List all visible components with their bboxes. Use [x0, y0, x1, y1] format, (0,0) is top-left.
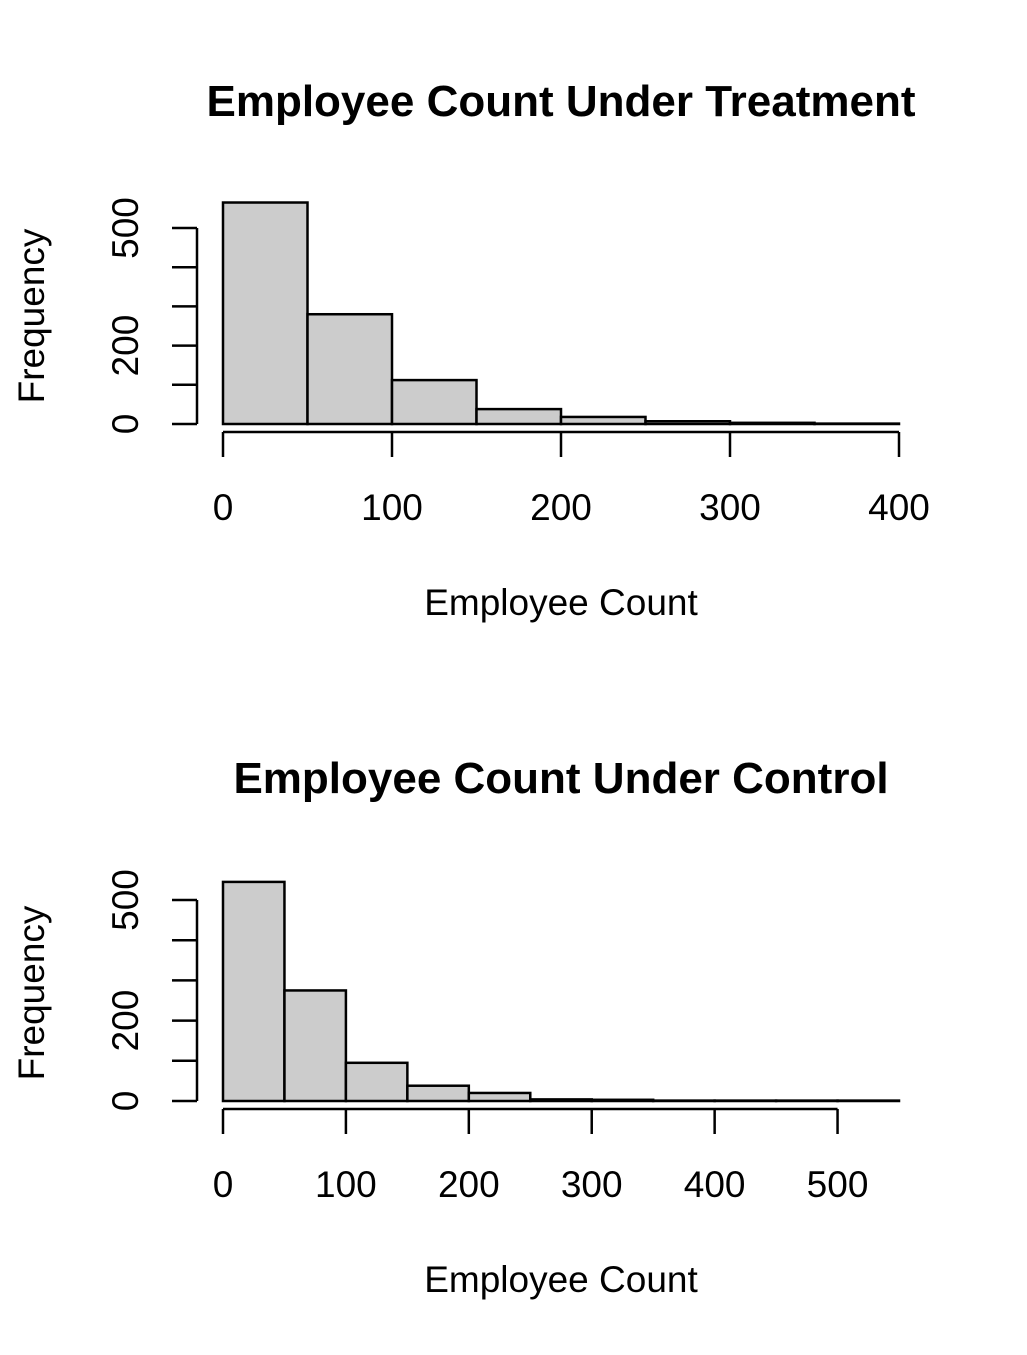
y-tick-label: 0 — [105, 1091, 146, 1112]
x-tick-label: 400 — [868, 487, 930, 528]
x-tick-label: 300 — [699, 487, 761, 528]
y-axis: 0 200 500 — [105, 869, 199, 1112]
x-tick-label: 400 — [684, 1164, 746, 1205]
bars — [221, 201, 901, 426]
chart-title: Employee Count Under Control — [233, 754, 888, 803]
histogram-bar — [306, 312, 394, 426]
histogram-bar — [406, 1084, 471, 1103]
histogram-bar — [559, 415, 647, 426]
x-axis: 0 100 200 300 400 — [213, 430, 930, 528]
x-tick-label: 100 — [315, 1164, 377, 1205]
y-axis-title: Frequency — [11, 228, 52, 403]
x-axis: 0 100 200 300 400 500 — [213, 1107, 869, 1205]
histogram-bar — [344, 1061, 409, 1103]
y-tick-label: 200 — [105, 315, 146, 377]
histogram-bar — [467, 1091, 532, 1103]
histogram-bar — [390, 378, 478, 426]
x-tick-label: 300 — [561, 1164, 623, 1205]
x-tick-label: 0 — [213, 1164, 234, 1205]
y-axis: 0 200 500 — [105, 197, 199, 435]
histogram-bar — [529, 1098, 593, 1103]
x-axis-title: Employee Count — [424, 582, 698, 623]
x-tick-label: 100 — [361, 487, 423, 528]
y-tick-label: 500 — [105, 197, 146, 259]
histogram-bar — [644, 420, 732, 426]
histogram-bar — [590, 1098, 655, 1103]
x-axis-title: Employee Count — [424, 1259, 698, 1300]
histogram-bar — [475, 407, 563, 426]
histogram-bar — [283, 989, 348, 1103]
x-tick-label: 200 — [530, 487, 592, 528]
y-tick-label: 200 — [105, 990, 146, 1052]
chart-title: Employee Count Under Treatment — [206, 77, 915, 126]
histogram-bar — [728, 421, 816, 426]
x-tick-label: 500 — [807, 1164, 869, 1205]
treatment-histogram: Employee Count Under Treatment Employee … — [11, 77, 930, 623]
histogram-bar — [221, 880, 286, 1103]
x-tick-label: 200 — [438, 1164, 500, 1205]
x-tick-label: 0 — [213, 487, 234, 528]
control-histogram: Employee Count Under Control Employee Co… — [11, 754, 901, 1300]
y-tick-label: 500 — [105, 869, 146, 931]
bars — [221, 880, 901, 1103]
y-axis-title: Frequency — [11, 905, 52, 1080]
histogram-bar — [221, 201, 309, 426]
y-tick-label: 0 — [105, 414, 146, 435]
